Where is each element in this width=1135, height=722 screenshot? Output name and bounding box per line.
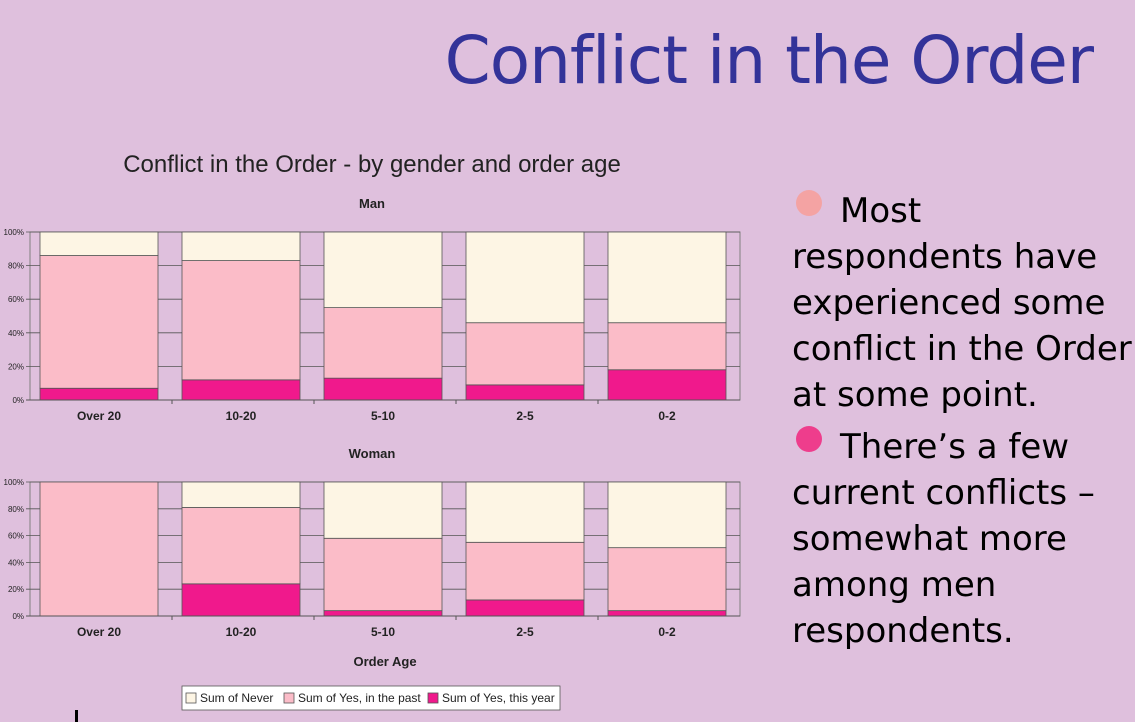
- bar-segment: [465, 481, 585, 543]
- bullet-item: There’s a few current conflicts – somewh…: [792, 424, 1132, 654]
- bar-segment: [323, 610, 443, 617]
- bar-segment: [607, 231, 727, 324]
- bullet-list: Most respondents have experienced some c…: [792, 188, 1132, 660]
- bar-segment: [39, 255, 159, 389]
- bar-segment: [607, 547, 727, 612]
- bar-segment: [607, 322, 727, 371]
- legend-entry: Sum of Never: [200, 691, 273, 705]
- bullet-dot-icon: [796, 190, 822, 216]
- bar-segment: [181, 231, 301, 261]
- legend-entry: Sum of Yes, in the past: [298, 691, 421, 705]
- bar-segment: [323, 231, 443, 308]
- bar-segment: [181, 481, 301, 508]
- legend-swatch: [185, 692, 197, 704]
- y-tick-label: 0%: [12, 612, 24, 621]
- bar-segment: [39, 387, 159, 401]
- y-tick-label: 60%: [8, 532, 24, 541]
- x-tick-label: Over 20: [77, 409, 121, 423]
- panel-title: Man: [359, 196, 385, 211]
- bar-segment: [465, 384, 585, 401]
- panel-title: Woman: [349, 446, 396, 461]
- bar-segment: [181, 583, 301, 617]
- bar-segment: [607, 481, 727, 549]
- bar-segment: [181, 260, 301, 381]
- x-tick-label: 5-10: [371, 625, 395, 639]
- bar-segment: [323, 377, 443, 401]
- x-tick-label: 10-20: [226, 409, 257, 423]
- bar-segment: [323, 537, 443, 612]
- x-tick-label: 10-20: [226, 625, 257, 639]
- legend-box: [181, 685, 561, 711]
- bar-segment: [39, 231, 159, 256]
- y-tick-label: 20%: [8, 585, 24, 594]
- legend-entry: Sum of Yes, this year: [442, 691, 555, 705]
- y-tick-label: 20%: [8, 362, 24, 371]
- bullet-dot-icon: [796, 426, 822, 452]
- legend-swatch: [283, 692, 295, 704]
- legend-swatch: [427, 692, 439, 704]
- bullet-text: Most respondents have experienced some c…: [792, 191, 1132, 415]
- x-tick-label: 0-2: [658, 409, 676, 423]
- chart-legend: Sum of Never Sum of Yes, in the past Sum o…: [181, 685, 561, 711]
- bar-segment: [465, 541, 585, 601]
- y-tick-label: 40%: [8, 558, 24, 567]
- y-tick-label: 60%: [8, 295, 24, 304]
- x-axis-label: Order Age: [353, 654, 416, 669]
- stacked-bar-chart: Conflict in the Order - by gender and or…: [4, 151, 741, 711]
- chart-title: Conflict in the Order - by gender and or…: [123, 151, 621, 178]
- bullet-text: There’s a few current conflicts – somewh…: [792, 427, 1095, 651]
- text-cursor-icon: [75, 710, 78, 722]
- chart-panel-man: Man 0% 20% 40% 60% 80% 100% Over 20 10-20 5-10 2-5…: [4, 196, 741, 423]
- chart-panel-woman: Woman 0% 20% 40% 60% 80% 100% Over 20 10-20 5-10 2…: [4, 446, 741, 639]
- bar-segment: [181, 507, 301, 585]
- x-tick-label: 2-5: [516, 625, 534, 639]
- x-tick-label: 0-2: [658, 625, 676, 639]
- y-tick-label: 100%: [4, 228, 24, 237]
- bar-segment: [607, 369, 727, 401]
- y-tick-label: 0%: [12, 396, 24, 405]
- x-tick-label: 2-5: [516, 409, 534, 423]
- bar-segment: [465, 231, 585, 324]
- y-tick-label: 80%: [8, 505, 24, 514]
- bar-segment: [39, 481, 159, 617]
- x-tick-label: 5-10: [371, 409, 395, 423]
- y-tick-label: 40%: [8, 329, 24, 338]
- bar-segment: [465, 322, 585, 386]
- y-tick-label: 80%: [8, 262, 24, 271]
- slide-title: Conflict in the Order: [444, 22, 1094, 99]
- bar-segment: [323, 307, 443, 379]
- bar-segment: [181, 379, 301, 401]
- y-tick-label: 100%: [4, 478, 24, 487]
- bar-segment: [465, 599, 585, 617]
- bar-segment: [323, 481, 443, 539]
- x-tick-label: Over 20: [77, 625, 121, 639]
- bullet-item: Most respondents have experienced some c…: [792, 188, 1132, 418]
- bar-segment: [607, 610, 727, 617]
